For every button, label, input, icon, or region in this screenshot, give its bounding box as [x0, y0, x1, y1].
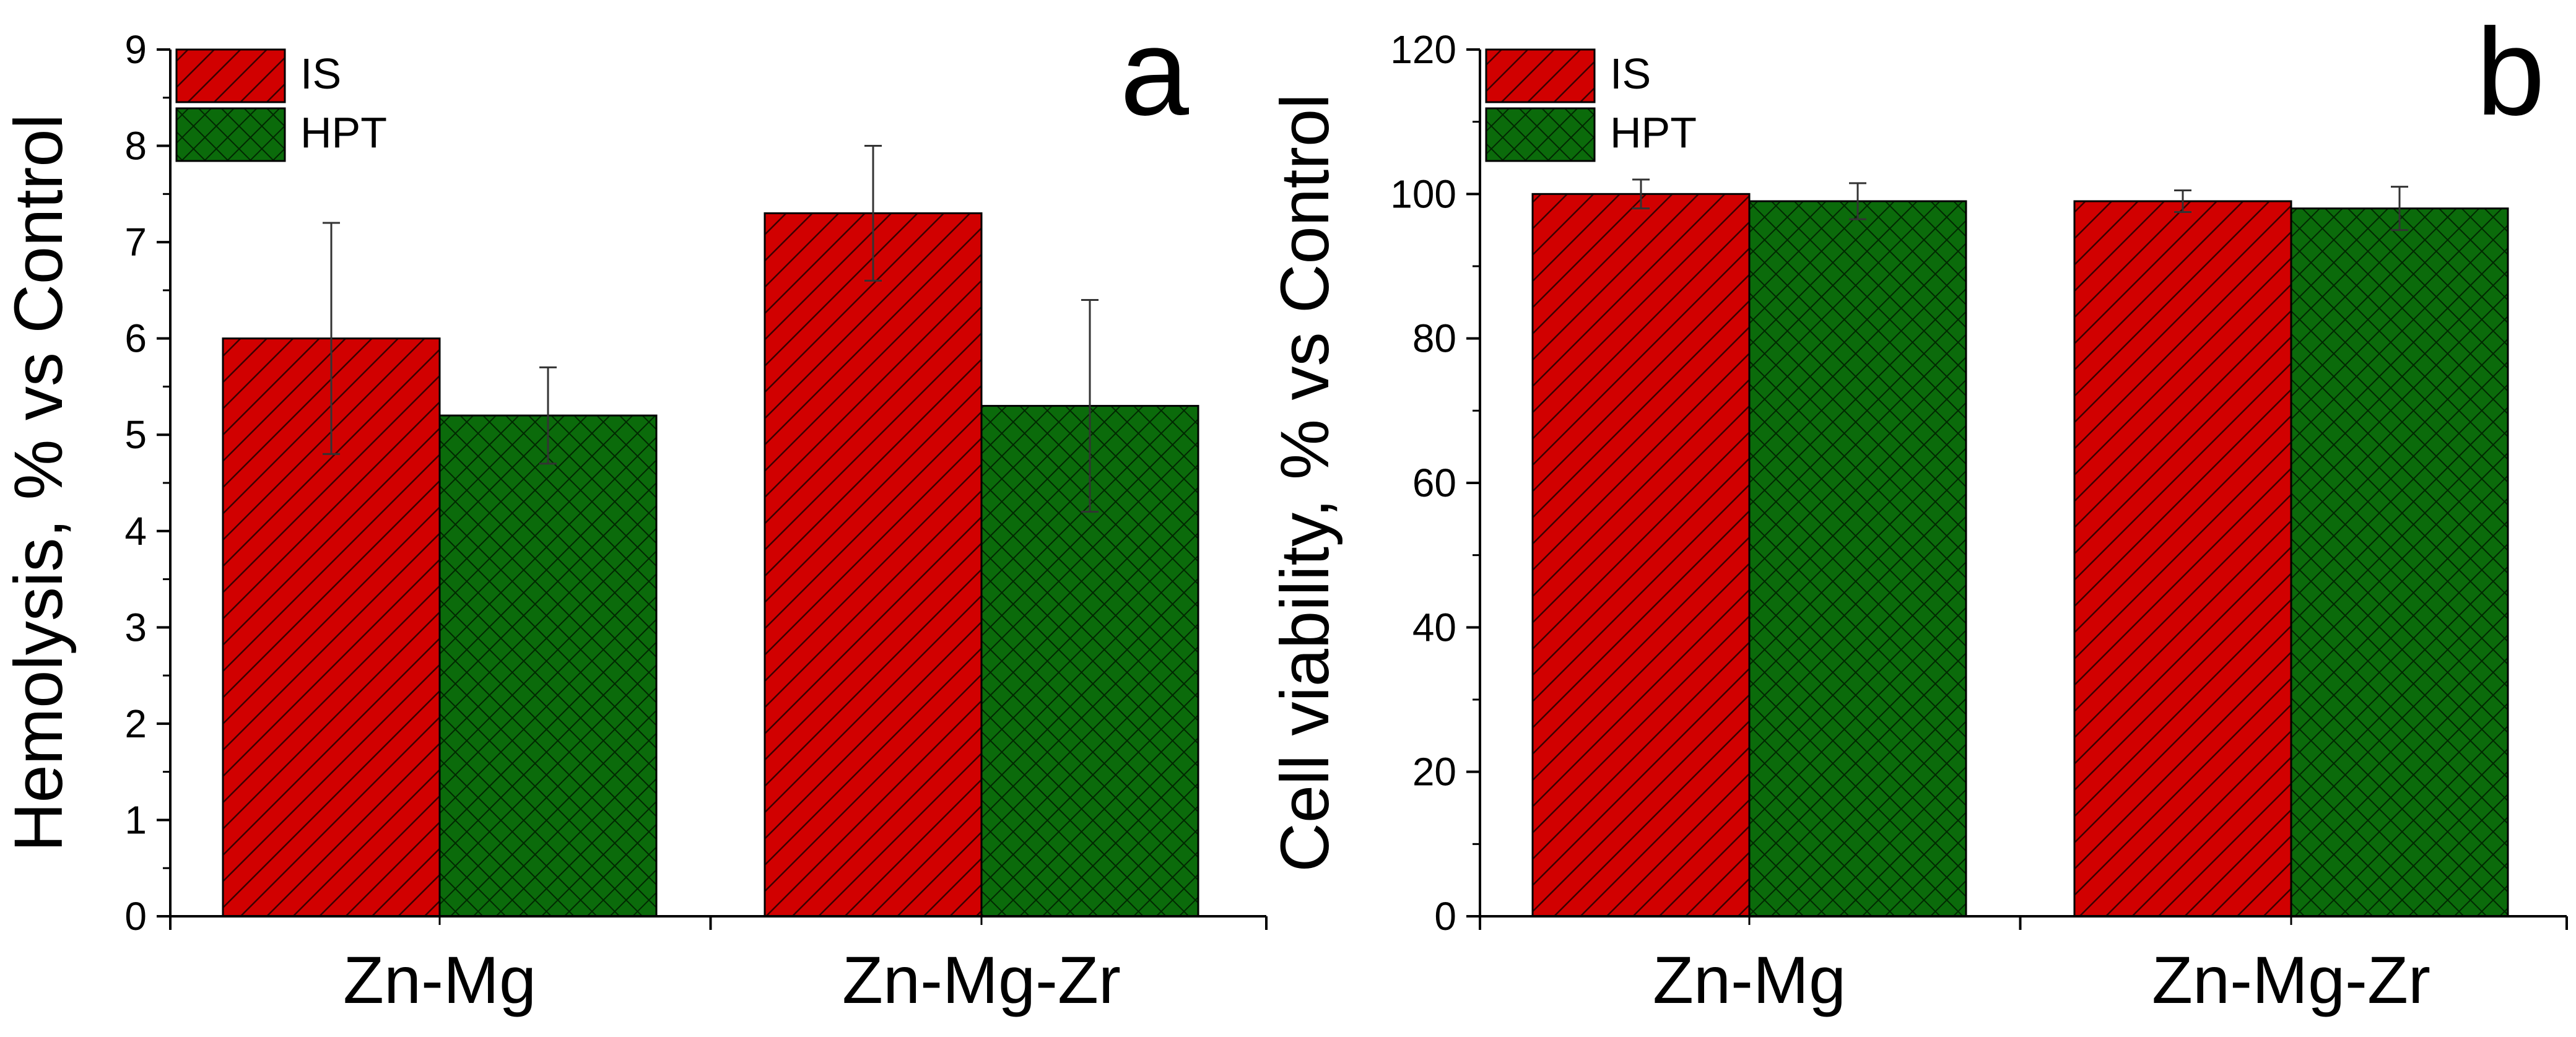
panel-letter: a: [1120, 3, 1190, 141]
bar-hpt-zn-mg: [1748, 200, 1967, 918]
y-axis-label: Cell viability, % vs Control: [1267, 93, 1343, 872]
legend-label-is: IS: [1610, 50, 1651, 98]
panel-a: Zn-Mg Zn-Mg-Zr 0 1 2 3 4 5 6 7 8 9 Hemolysis, % vs C…: [1, 3, 1268, 1017]
x-tick-label: Zn-Mg: [343, 942, 536, 1017]
y-tick-label: 8: [124, 124, 147, 168]
error-bar-hpt-zn-mg-zr: [1081, 298, 1099, 513]
y-tick-label: 40: [1412, 605, 1456, 649]
y-tick-label: 100: [1390, 171, 1456, 216]
legend-label-hpt: HPT: [1610, 108, 1697, 157]
error-bar-hpt-zn-mg-zr: [2391, 186, 2408, 232]
y-tick-label: 20: [1412, 750, 1456, 794]
y-tick-label: 80: [1412, 316, 1456, 361]
x-tick-label: Zn-Mg: [1653, 942, 1846, 1017]
bar-hpt-zn-mg-zr: [2290, 207, 2509, 918]
y-tick-label: 60: [1412, 461, 1456, 505]
y-tick-label: 5: [124, 412, 147, 457]
error-bar-is-zn-mg: [323, 222, 340, 455]
error-bar-is-zn-mg-zr: [864, 145, 882, 282]
x-tick-label: Zn-Mg-Zr: [842, 942, 1121, 1017]
bar-is-zn-mg-zr: [764, 212, 983, 918]
error-bar-is-zn-mg: [1632, 178, 1650, 210]
bar-is-zn-mg: [1531, 193, 1751, 918]
y-tick-label: 120: [1390, 27, 1456, 72]
y-tick-label: 2: [124, 701, 147, 746]
legend: IS HPT: [1485, 48, 1697, 162]
y-tick-label: 4: [124, 509, 147, 553]
error-bar-hpt-zn-mg: [539, 366, 557, 465]
legend-swatch-hpt: [1485, 107, 1596, 162]
y-tick-label: 7: [124, 220, 147, 264]
legend-label-is: IS: [300, 50, 341, 98]
x-tick-label: Zn-Mg-Zr: [2152, 942, 2430, 1017]
legend-swatch-is: [1485, 48, 1596, 103]
legend-swatch-is: [175, 48, 286, 103]
y-tick-label: 0: [124, 894, 147, 939]
y-tick-label: 9: [124, 27, 147, 72]
y-tick-label: 0: [1434, 894, 1456, 939]
legend-swatch-hpt: [175, 107, 286, 162]
legend-label-hpt: HPT: [300, 108, 387, 157]
bar-hpt-zn-mg: [438, 414, 658, 918]
y-axis-label: Hemolysis, % vs Control: [1, 114, 77, 852]
bar-is-zn-mg-zr: [2073, 200, 2292, 918]
panel-b: Zn-Mg Zn-Mg-Zr 0 20 40 60 80 100 120 Cell viabili…: [1267, 3, 2568, 1017]
y-tick-label: 1: [124, 797, 147, 842]
legend: IS HPT: [175, 48, 387, 162]
panel-letter: b: [2476, 3, 2545, 141]
y-tick-label: 6: [124, 316, 147, 361]
y-tick-label: 3: [124, 605, 147, 649]
error-bar-is-zn-mg-zr: [2174, 189, 2191, 213]
error-bar-hpt-zn-mg: [1849, 182, 1866, 220]
